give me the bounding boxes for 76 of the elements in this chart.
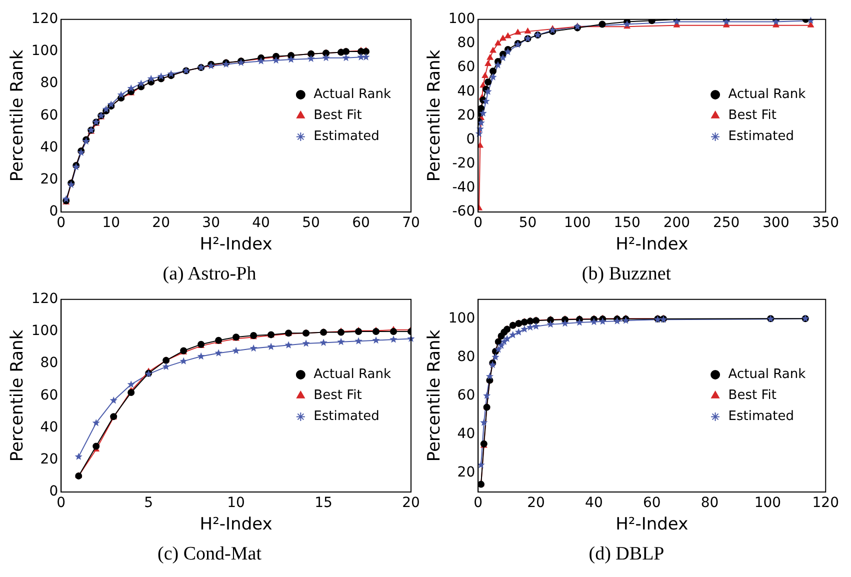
y-axis-title: Percentile Rank: [424, 330, 445, 462]
x-tick-label: 70: [402, 215, 420, 232]
y-tick-label: 0: [49, 484, 58, 500]
y-tick-label: 60: [457, 59, 476, 76]
y-tick-label: -40: [452, 180, 476, 196]
x-axis-title: H²-Index: [616, 234, 688, 254]
y-tick-label: -60: [452, 204, 476, 220]
x-tick-label: 15: [314, 495, 332, 512]
y-tick-label: 80: [457, 348, 476, 365]
legend-label: Best Fit: [728, 388, 776, 404]
y-tick-label: 100: [448, 310, 476, 326]
x-axis-title: H²-Index: [200, 514, 272, 534]
y-tick-label: 100: [448, 11, 476, 28]
x-tick-label: 40: [252, 215, 270, 232]
y-axis-title: Percentile Rank: [8, 50, 28, 182]
y-tick-label: 80: [40, 355, 58, 372]
y-tick-label: 60: [457, 387, 476, 404]
y-tick-label: 20: [40, 452, 58, 468]
y-tick-label: 20: [457, 464, 476, 480]
legend-label: Actual Rank: [728, 367, 806, 382]
y-tick-label: 40: [40, 139, 58, 156]
y-tick-label: 80: [457, 35, 476, 52]
y-tick-label: 20: [457, 107, 476, 124]
x-axis-title: H²-Index: [200, 234, 272, 254]
legend-label: Estimated: [314, 409, 380, 424]
y-axis-title: Percentile Rank: [8, 330, 28, 462]
x-tick-label: 150: [614, 215, 640, 232]
legend-label: Best Fit: [728, 108, 776, 124]
x-tick-label: 10: [227, 495, 245, 512]
legend-label: Estimated: [728, 129, 794, 144]
y-tick-label: -20: [452, 155, 476, 172]
y-tick-label: 0: [466, 131, 476, 148]
x-tick-label: 20: [527, 495, 545, 512]
legend-label: Best Fit: [314, 108, 362, 124]
text: (b) Buzznet: [582, 264, 672, 285]
legend-label: Actual Rank: [314, 87, 392, 102]
y-tick-label: 100: [31, 43, 58, 60]
y-tick-label: 20: [40, 172, 58, 188]
y-tick-label: 60: [40, 387, 58, 404]
y-tick-label: 120: [31, 11, 58, 28]
y-tick-label: 120: [31, 291, 58, 308]
text: (d) DBLP: [588, 544, 664, 565]
x-tick-label: 20: [152, 215, 170, 232]
x-tick-label: 60: [352, 215, 370, 232]
x-tick-label: 350: [812, 215, 840, 232]
y-tick-label: 40: [40, 419, 58, 436]
legend-label: Estimated: [314, 129, 380, 144]
x-tick-label: 20: [402, 495, 420, 512]
y-tick-label: 80: [40, 75, 58, 92]
x-tick-label: 30: [202, 215, 220, 232]
text: (a) Astro-Ph: [162, 264, 257, 285]
x-tick-label: 120: [812, 495, 840, 512]
x-tick-label: 200: [663, 215, 690, 232]
x-tick-label: 40: [585, 495, 603, 512]
x-tick-label: 100: [564, 215, 591, 232]
x-tick-label: 5: [144, 495, 154, 512]
x-tick-label: 50: [518, 215, 537, 232]
y-tick-label: 100: [31, 323, 58, 340]
x-tick-label: 50: [302, 215, 320, 232]
y-tick-label: 40: [457, 83, 476, 100]
y-tick-label: 40: [457, 426, 476, 442]
x-tick-label: 300: [762, 215, 790, 232]
legend-label: Best Fit: [314, 388, 362, 404]
legend-label: Actual Rank: [728, 87, 806, 102]
x-tick-label: 100: [754, 495, 782, 512]
text: (c) Cond-Mat: [158, 544, 262, 565]
y-tick-label: 60: [40, 107, 58, 124]
legend-label: Estimated: [728, 409, 794, 424]
y-axis-title: Percentile Rank: [424, 50, 445, 182]
x-tick-label: 60: [642, 495, 661, 512]
x-tick-label: 80: [700, 495, 719, 512]
y-tick-label: 0: [49, 204, 58, 220]
x-tick-label: 250: [712, 215, 740, 232]
x-tick-label: 10: [102, 215, 120, 232]
legend-label: Actual Rank: [314, 367, 392, 382]
x-axis-title: H²-Index: [616, 514, 688, 534]
